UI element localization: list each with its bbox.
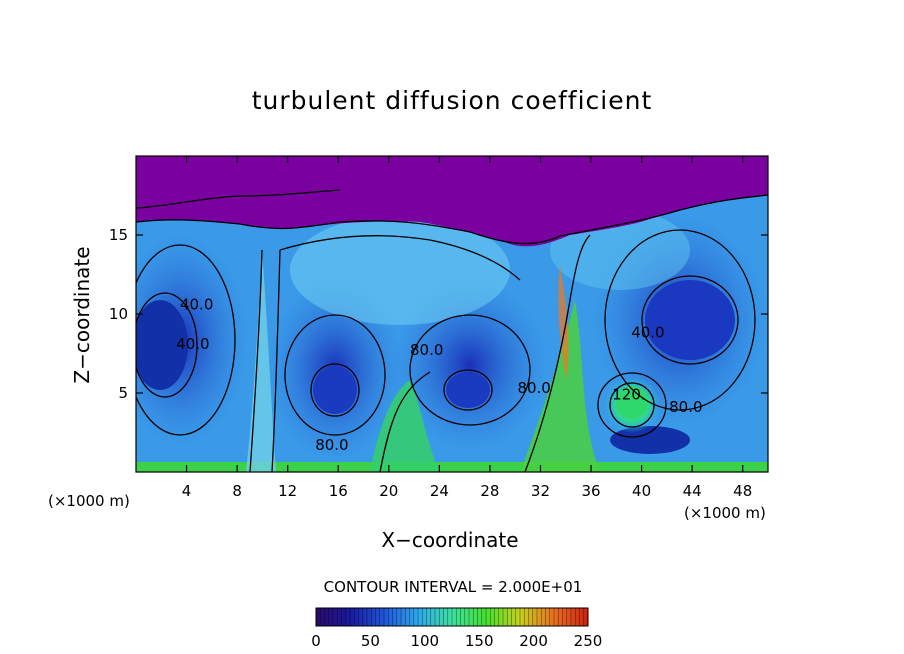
- contour-interval-text: CONTOUR INTERVAL = 2.000E+01: [323, 578, 583, 596]
- y-axis-label: Z−coordinate: [70, 246, 94, 384]
- x-tick-label: 32: [531, 482, 550, 500]
- colorbar-tick-label: 100: [410, 632, 439, 650]
- colorbar-tick-label: 50: [361, 632, 380, 650]
- contour-label: 120.: [612, 385, 645, 403]
- x-tick-label: 24: [430, 482, 449, 500]
- y-tick-label: 10: [109, 305, 128, 323]
- contour-label: 40.0: [176, 335, 209, 353]
- x-axis-label: X−coordinate: [381, 528, 519, 552]
- colorbar-tick-label: 250: [574, 632, 603, 650]
- colorbar-tick-label: 200: [519, 632, 548, 650]
- contour-label: 80.0: [315, 436, 348, 454]
- colorbar-tick-label: 150: [465, 632, 494, 650]
- x-tick-label: 44: [683, 482, 702, 500]
- x-tick-label: 40: [632, 482, 651, 500]
- x-tick-label: 48: [733, 482, 752, 500]
- y-tick-label: 5: [118, 384, 128, 402]
- heatmap-field: [136, 156, 768, 472]
- x-tick-label: 4: [182, 482, 192, 500]
- y-tick-label: 15: [109, 226, 128, 244]
- contour-label: 80.0: [410, 341, 443, 359]
- contour-label: 80.0: [669, 398, 702, 416]
- x-tick-label: 8: [232, 482, 242, 500]
- colorbar-tick-label: 0: [311, 632, 321, 650]
- contour-label: 40.0: [631, 324, 664, 342]
- x-unit-right: (×1000 m): [684, 504, 766, 522]
- contour-label: 40.0: [180, 295, 213, 313]
- x-unit-left: (×1000 m): [48, 492, 130, 510]
- x-tick-label: 12: [278, 482, 297, 500]
- chart-title: turbulent diffusion coefficient: [251, 86, 653, 115]
- x-tick-label: 28: [480, 482, 499, 500]
- x-tick-label: 16: [329, 482, 348, 500]
- x-tick-label: 20: [379, 482, 398, 500]
- contour-label: 80.0: [517, 379, 550, 397]
- x-tick-label: 36: [581, 482, 600, 500]
